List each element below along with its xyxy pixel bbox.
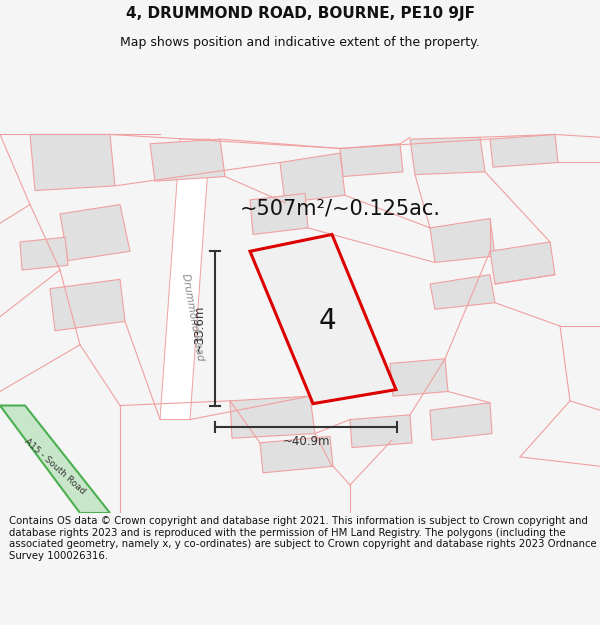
- Text: Map shows position and indicative extent of the property.: Map shows position and indicative extent…: [120, 36, 480, 49]
- Polygon shape: [30, 134, 115, 191]
- Text: ~40.9m: ~40.9m: [282, 436, 330, 448]
- Text: Drummond Road: Drummond Road: [181, 272, 206, 361]
- Polygon shape: [0, 406, 110, 513]
- Polygon shape: [260, 436, 333, 472]
- Text: ~33.6m: ~33.6m: [193, 305, 206, 352]
- Polygon shape: [390, 359, 448, 396]
- Polygon shape: [350, 415, 412, 447]
- Polygon shape: [250, 193, 308, 234]
- Polygon shape: [430, 274, 495, 309]
- Polygon shape: [280, 153, 345, 202]
- Polygon shape: [410, 138, 485, 174]
- Polygon shape: [490, 134, 558, 167]
- Polygon shape: [60, 204, 130, 261]
- Text: 4: 4: [318, 308, 336, 336]
- Polygon shape: [430, 402, 492, 440]
- Text: A15 - South Road: A15 - South Road: [23, 437, 87, 496]
- Polygon shape: [150, 139, 225, 181]
- Polygon shape: [160, 139, 210, 419]
- Polygon shape: [230, 396, 315, 438]
- Text: 4, DRUMMOND ROAD, BOURNE, PE10 9JF: 4, DRUMMOND ROAD, BOURNE, PE10 9JF: [125, 6, 475, 21]
- Polygon shape: [250, 234, 396, 404]
- Polygon shape: [430, 219, 495, 262]
- Polygon shape: [50, 279, 125, 331]
- Polygon shape: [20, 238, 68, 270]
- Text: ~507m²/~0.125ac.: ~507m²/~0.125ac.: [239, 199, 440, 219]
- Polygon shape: [340, 144, 403, 176]
- Polygon shape: [490, 242, 555, 284]
- Text: Contains OS data © Crown copyright and database right 2021. This information is : Contains OS data © Crown copyright and d…: [9, 516, 596, 561]
